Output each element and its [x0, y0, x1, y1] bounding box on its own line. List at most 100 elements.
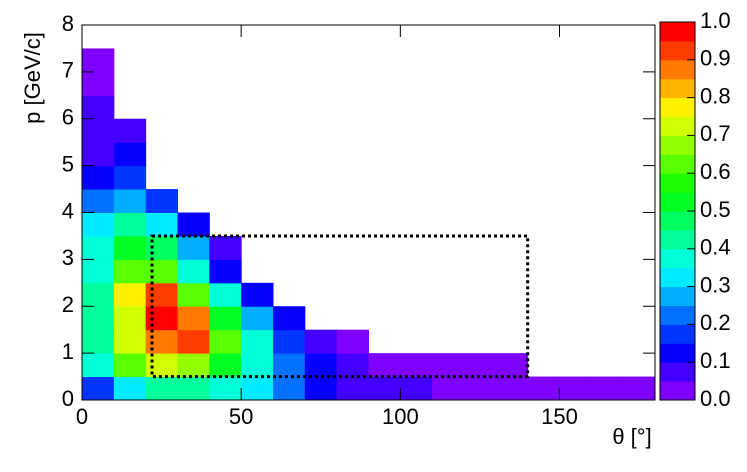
z-tick-label: 1.0: [700, 8, 731, 33]
heat-cell: [145, 212, 178, 237]
color-bar-step: [660, 97, 695, 117]
heat-cell: [145, 282, 178, 307]
heat-cell: [209, 235, 242, 260]
heat-cell: [177, 329, 210, 354]
heat-cell: [145, 329, 178, 354]
heat-cell: [432, 376, 465, 401]
color-bar-step: [660, 305, 695, 325]
color-bar-step: [660, 154, 695, 174]
heat-cell: [432, 353, 465, 378]
color-bar-step: [660, 135, 695, 155]
y-axis-label: p [GeV/c]: [20, 32, 45, 124]
heat-cell: [145, 259, 178, 284]
heat-cell: [209, 306, 242, 331]
heat-cell: [82, 165, 115, 190]
z-tick-label: 0.8: [700, 83, 731, 108]
heat-cell: [304, 329, 338, 354]
y-tick-label: 7: [62, 58, 74, 83]
heat-cell: [304, 353, 338, 378]
heat-cell: [273, 306, 306, 331]
heat-cell: [82, 95, 115, 120]
heat-cell: [82, 353, 115, 378]
color-bar-step: [660, 324, 695, 344]
heat-cell: [273, 329, 306, 354]
heat-cell: [209, 329, 242, 354]
color-bar-step: [660, 40, 695, 61]
heat-cell: [82, 71, 115, 96]
heat-cell: [209, 282, 242, 307]
heat-cell: [113, 282, 147, 307]
z-tick-label: 0.4: [700, 235, 731, 260]
z-tick-label: 0.1: [700, 348, 731, 373]
heat-cell: [82, 48, 115, 73]
heat-cell: [241, 282, 274, 307]
heat-cell: [82, 118, 115, 143]
heat-cell: [241, 353, 274, 378]
color-bar-step: [660, 78, 695, 99]
heat-cell: [304, 376, 338, 401]
heat-cell: [113, 165, 147, 190]
y-tick-label: 6: [62, 105, 74, 130]
heat-cell: [495, 353, 529, 378]
heat-cell: [113, 142, 147, 167]
heat-cell: [368, 353, 401, 378]
heat-cell: [273, 353, 306, 378]
heat-cell: [559, 376, 592, 401]
heat-cell: [113, 235, 147, 260]
x-axis-label: θ [°]: [612, 424, 651, 449]
y-tick-label: 4: [62, 198, 74, 223]
heat-cell: [82, 142, 115, 167]
heat-cell: [113, 376, 147, 401]
heat-cell: [82, 189, 115, 213]
color-bar-step: [660, 116, 695, 136]
heat-cell: [145, 376, 178, 401]
heat-cell: [113, 259, 147, 284]
color-bar-step: [660, 286, 695, 306]
heat-cell: [591, 376, 624, 401]
heat-cell: [241, 376, 274, 401]
y-tick-label: 0: [62, 386, 74, 411]
heat-cell: [336, 376, 369, 401]
color-bar-step: [660, 267, 695, 288]
z-tick-label: 0.0: [700, 386, 731, 411]
heat-cell: [400, 353, 433, 378]
heat-cell: [177, 282, 210, 307]
heat-cell: [368, 376, 401, 401]
heat-cell: [241, 329, 274, 354]
heat-cell: [113, 212, 147, 237]
color-bar-step: [660, 248, 695, 269]
z-tick-label: 0.2: [700, 310, 731, 335]
z-tick-label: 0.6: [700, 159, 731, 184]
x-tick-label: 100: [382, 404, 419, 429]
color-bar-step: [660, 59, 695, 80]
heat-cell: [113, 118, 147, 143]
color-bar-step: [660, 173, 695, 193]
heat-cell: [177, 259, 210, 284]
heat-cell: [82, 329, 115, 354]
heat-cell: [177, 376, 210, 401]
y-tick-label: 3: [62, 245, 74, 270]
heat-cell: [82, 306, 115, 331]
color-bar-step: [660, 343, 695, 363]
heat-cell: [177, 306, 210, 331]
color-bar-step: [660, 211, 695, 231]
heat-cell: [177, 212, 210, 237]
heat-cell: [464, 376, 497, 401]
z-tick-label: 0.3: [700, 272, 731, 297]
color-bar-step: [660, 22, 695, 42]
heat-cell: [273, 376, 306, 401]
heat-cell: [209, 376, 242, 401]
y-tick-label: 2: [62, 292, 74, 317]
heat-cell: [145, 353, 178, 378]
heat-cell: [82, 235, 115, 260]
heat-cell: [145, 235, 178, 260]
y-tick-label: 5: [62, 151, 74, 176]
y-tick-label: 8: [62, 11, 74, 36]
heat-cell: [464, 353, 497, 378]
heat-cell: [527, 376, 560, 401]
selection-box: [150, 234, 530, 379]
z-tick-label: 0.9: [700, 46, 731, 71]
color-bar-step: [660, 381, 695, 401]
heat-cell: [113, 353, 147, 378]
